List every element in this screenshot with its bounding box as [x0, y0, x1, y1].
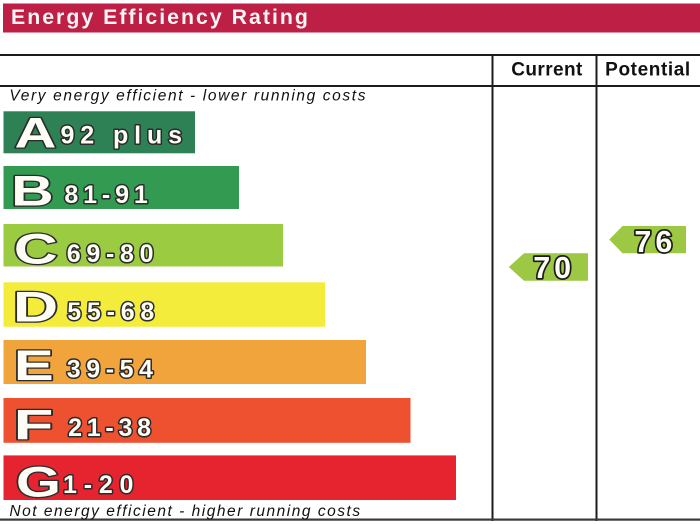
svg-text:G: G [16, 458, 61, 506]
svg-text:70: 70 [533, 251, 575, 285]
svg-text:92 plus: 92 plus [61, 122, 188, 150]
svg-text:55-68: 55-68 [67, 298, 160, 326]
svg-text:F: F [14, 400, 54, 448]
svg-text:76: 76 [634, 225, 676, 259]
svg-text:Energy Efficiency Rating: Energy Efficiency Rating [11, 5, 310, 29]
svg-text:E: E [14, 342, 54, 390]
svg-text:69-80: 69-80 [67, 240, 159, 268]
svg-text:A: A [15, 109, 57, 157]
svg-text:C: C [14, 225, 58, 273]
svg-text:D: D [13, 283, 58, 331]
svg-text:Not energy efficient - higher: Not energy efficient - higher running co… [9, 503, 361, 520]
svg-text:39-54: 39-54 [67, 356, 159, 384]
svg-text:1-20: 1-20 [63, 471, 140, 499]
svg-text:81-91: 81-91 [64, 181, 152, 209]
svg-text:Current: Current [511, 60, 583, 81]
svg-text:B: B [11, 166, 54, 214]
svg-text:21-38: 21-38 [68, 414, 156, 442]
svg-text:Potential: Potential [605, 60, 691, 81]
svg-text:Very energy efficient - lower: Very energy efficient - lower running co… [9, 88, 367, 105]
